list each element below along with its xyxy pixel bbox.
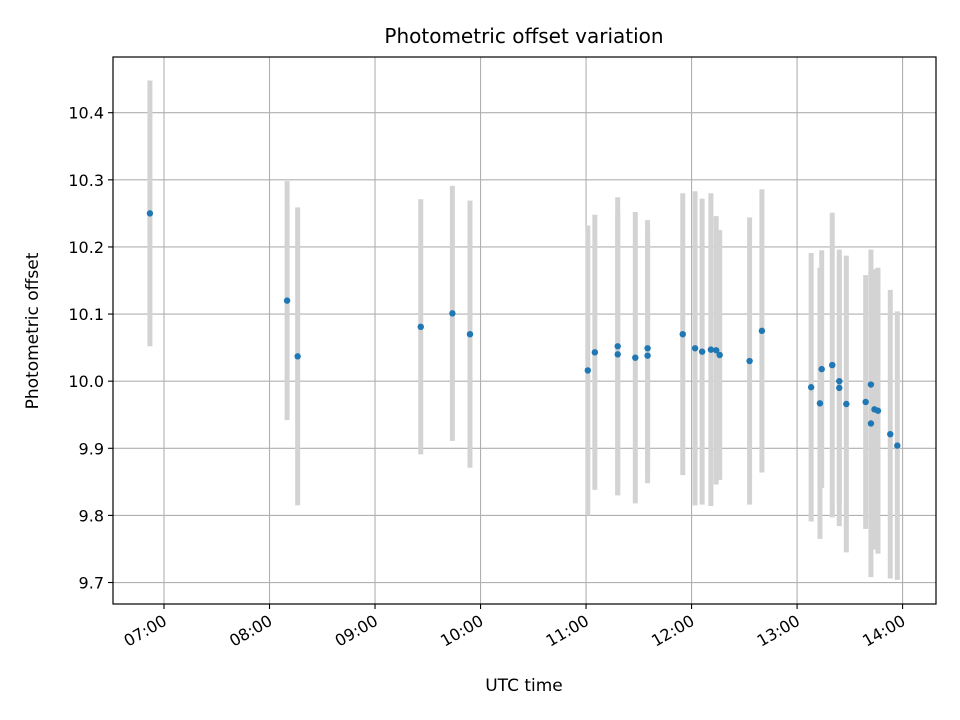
- data-point: [707, 346, 715, 353]
- data-point: [746, 357, 753, 365]
- data-point: [632, 354, 639, 361]
- data-point: [843, 400, 850, 408]
- data-point: [836, 377, 843, 385]
- plot-frame: [112, 56, 937, 605]
- data-point: [867, 381, 875, 388]
- data-points: [146, 210, 901, 449]
- x-tick-label: 08:00: [226, 611, 275, 651]
- data-point: [698, 348, 706, 355]
- data-point: [679, 330, 686, 338]
- data-point: [466, 330, 474, 338]
- data-point: [716, 351, 723, 359]
- data-point: [644, 345, 651, 352]
- y-tick-label: 10.1: [68, 305, 104, 324]
- data-point: [862, 398, 869, 406]
- data-point: [818, 365, 825, 373]
- data-point: [417, 323, 424, 331]
- data-point: [712, 347, 720, 354]
- x-tick-label: 09:00: [332, 611, 381, 651]
- data-point: [591, 349, 599, 356]
- chart-title: Photometric offset variation: [384, 24, 663, 48]
- x-tick-label: 14:00: [859, 611, 908, 651]
- data-point: [584, 367, 592, 374]
- x-tick-label: 11:00: [543, 611, 592, 651]
- data-point: [807, 384, 815, 391]
- data-point: [836, 384, 843, 392]
- y-tick-label: 9.8: [79, 506, 104, 525]
- y-tick-label: 9.9: [79, 439, 104, 458]
- data-point: [294, 353, 301, 360]
- data-point: [614, 343, 621, 350]
- data-point: [758, 327, 766, 335]
- y-tick-label: 10.0: [68, 372, 104, 391]
- data-point: [614, 351, 621, 358]
- data-point: [283, 297, 291, 304]
- data-point: [887, 430, 894, 438]
- y-tick-label: 9.7: [79, 574, 104, 593]
- errorbars: [147, 80, 900, 580]
- y-axis-label: Photometric offset: [23, 252, 43, 409]
- data-point: [644, 352, 651, 359]
- x-axis: 07:00 08:00 09:00 10:00 11:00 12:00 13:00 14:00: [121, 604, 909, 651]
- x-tick-label: 12:00: [648, 611, 697, 651]
- data-point: [894, 442, 901, 449]
- x-axis-label: UTC time: [485, 676, 563, 696]
- x-tick-label: 13:00: [754, 611, 803, 651]
- x-tick-label: 10:00: [437, 611, 486, 651]
- data-point: [449, 310, 456, 317]
- y-tick-label: 10.4: [68, 104, 104, 123]
- data-point: [816, 400, 824, 407]
- data-point: [146, 210, 154, 217]
- x-tick-label: 07:00: [121, 611, 170, 651]
- data-point: [829, 361, 836, 369]
- y-tick-label: 10.2: [68, 238, 104, 257]
- data-point: [867, 420, 875, 427]
- data-point: [874, 407, 882, 414]
- y-axis: 9.7 9.8 9.9 10.0 10.1 10.2 10.3 10.4: [68, 104, 113, 593]
- y-tick-label: 10.3: [68, 171, 104, 190]
- data-point: [691, 345, 699, 352]
